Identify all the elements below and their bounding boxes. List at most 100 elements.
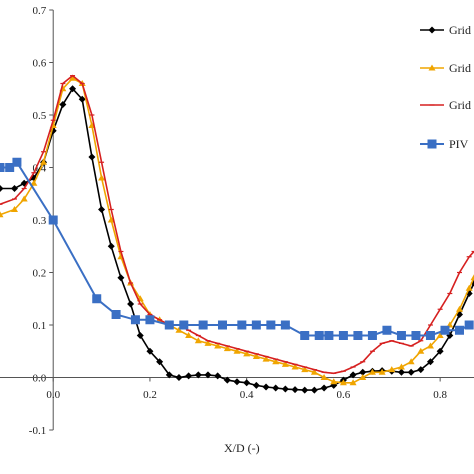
data-point xyxy=(111,310,121,319)
data-point xyxy=(454,325,464,335)
data-point xyxy=(301,366,309,373)
data-point xyxy=(20,195,28,202)
legend-label: Grid xyxy=(449,61,471,75)
data-point xyxy=(223,345,231,352)
legend-label: Grid xyxy=(449,23,471,37)
data-point xyxy=(465,284,473,291)
legend-marker xyxy=(428,64,436,71)
data-point xyxy=(194,371,202,379)
data-point xyxy=(127,300,135,308)
data-point xyxy=(0,163,5,172)
data-point xyxy=(185,332,193,338)
data-point xyxy=(252,381,260,389)
y-tick-label: 0.1 xyxy=(32,320,46,332)
data-point xyxy=(338,331,348,340)
data-point xyxy=(243,379,251,387)
x-axis: 0.0 0.2 0.4 0.6 0.8 X/D (-) xyxy=(0,377,474,455)
data-point xyxy=(417,347,425,354)
data-point xyxy=(407,358,415,365)
data-point xyxy=(117,274,125,282)
data-point xyxy=(262,383,270,391)
data-point xyxy=(310,368,318,375)
data-point xyxy=(353,331,363,340)
data-point xyxy=(48,215,58,225)
legend-entry: Grid xyxy=(420,23,471,37)
y-tick-label: 0.2 xyxy=(32,268,46,280)
data-point xyxy=(11,206,19,212)
data-point xyxy=(464,320,474,330)
data-point xyxy=(320,384,328,392)
series-line xyxy=(0,87,474,391)
data-point xyxy=(272,384,280,392)
data-point xyxy=(388,366,396,373)
data-point xyxy=(11,185,19,192)
data-point xyxy=(165,371,173,379)
y-tick-label: 0.0 xyxy=(32,373,46,385)
data-point xyxy=(204,371,212,379)
data-point xyxy=(107,216,115,223)
series-3 xyxy=(0,74,474,375)
data-point xyxy=(98,206,106,213)
data-point xyxy=(262,355,270,362)
data-point xyxy=(198,320,208,330)
x-tick-label: 0.0 xyxy=(46,389,60,401)
y-tick-label: 0.5 xyxy=(32,110,46,122)
legend: Grid Grid Grid PIV xyxy=(420,23,471,151)
data-point xyxy=(69,74,77,81)
legend-marker xyxy=(428,26,436,34)
data-point xyxy=(280,320,290,330)
data-point xyxy=(251,320,261,330)
data-point xyxy=(98,174,106,181)
data-point xyxy=(30,179,38,186)
data-point xyxy=(145,315,155,325)
data-point xyxy=(0,211,4,218)
data-point xyxy=(436,332,444,338)
data-point xyxy=(281,385,289,393)
data-point xyxy=(397,363,405,370)
x-axis-title: X/D (-) xyxy=(224,441,260,455)
data-point xyxy=(378,368,386,375)
data-point xyxy=(243,350,251,357)
data-point xyxy=(266,320,276,330)
data-point xyxy=(146,347,154,355)
legend-label: PIV xyxy=(449,137,469,151)
data-point xyxy=(367,331,377,340)
y-tick-label: -0.1 xyxy=(29,425,46,437)
data-point xyxy=(310,386,318,394)
data-point xyxy=(233,347,241,354)
data-point xyxy=(78,95,86,103)
data-point xyxy=(12,157,22,167)
data-point xyxy=(281,360,289,367)
data-point xyxy=(436,347,444,355)
series-1 xyxy=(0,85,474,394)
legend-label: Grid xyxy=(449,98,471,112)
data-point xyxy=(359,368,367,376)
legend-entry: Grid xyxy=(420,61,471,75)
data-point xyxy=(194,337,202,344)
data-point xyxy=(179,320,189,330)
data-point xyxy=(425,331,435,340)
series-line xyxy=(0,74,474,375)
data-point xyxy=(59,101,67,108)
data-point xyxy=(175,374,183,381)
data-point xyxy=(185,372,193,380)
data-point xyxy=(397,368,405,376)
y-tick-label: 0.3 xyxy=(32,215,46,227)
data-point xyxy=(382,325,392,335)
data-point xyxy=(339,379,347,386)
data-point xyxy=(440,325,450,335)
data-point xyxy=(204,339,212,346)
data-point xyxy=(5,163,15,172)
data-point xyxy=(217,320,227,330)
data-point xyxy=(330,378,338,385)
x-tick-label: 0.4 xyxy=(240,389,254,401)
x-tick-label: 0.8 xyxy=(433,389,447,401)
series-4 xyxy=(0,157,474,340)
data-point xyxy=(214,372,222,380)
data-point xyxy=(320,374,328,380)
data-point xyxy=(175,326,183,333)
data-point xyxy=(88,153,96,161)
data-point xyxy=(368,368,376,375)
data-point xyxy=(417,366,425,374)
data-point xyxy=(455,305,463,312)
